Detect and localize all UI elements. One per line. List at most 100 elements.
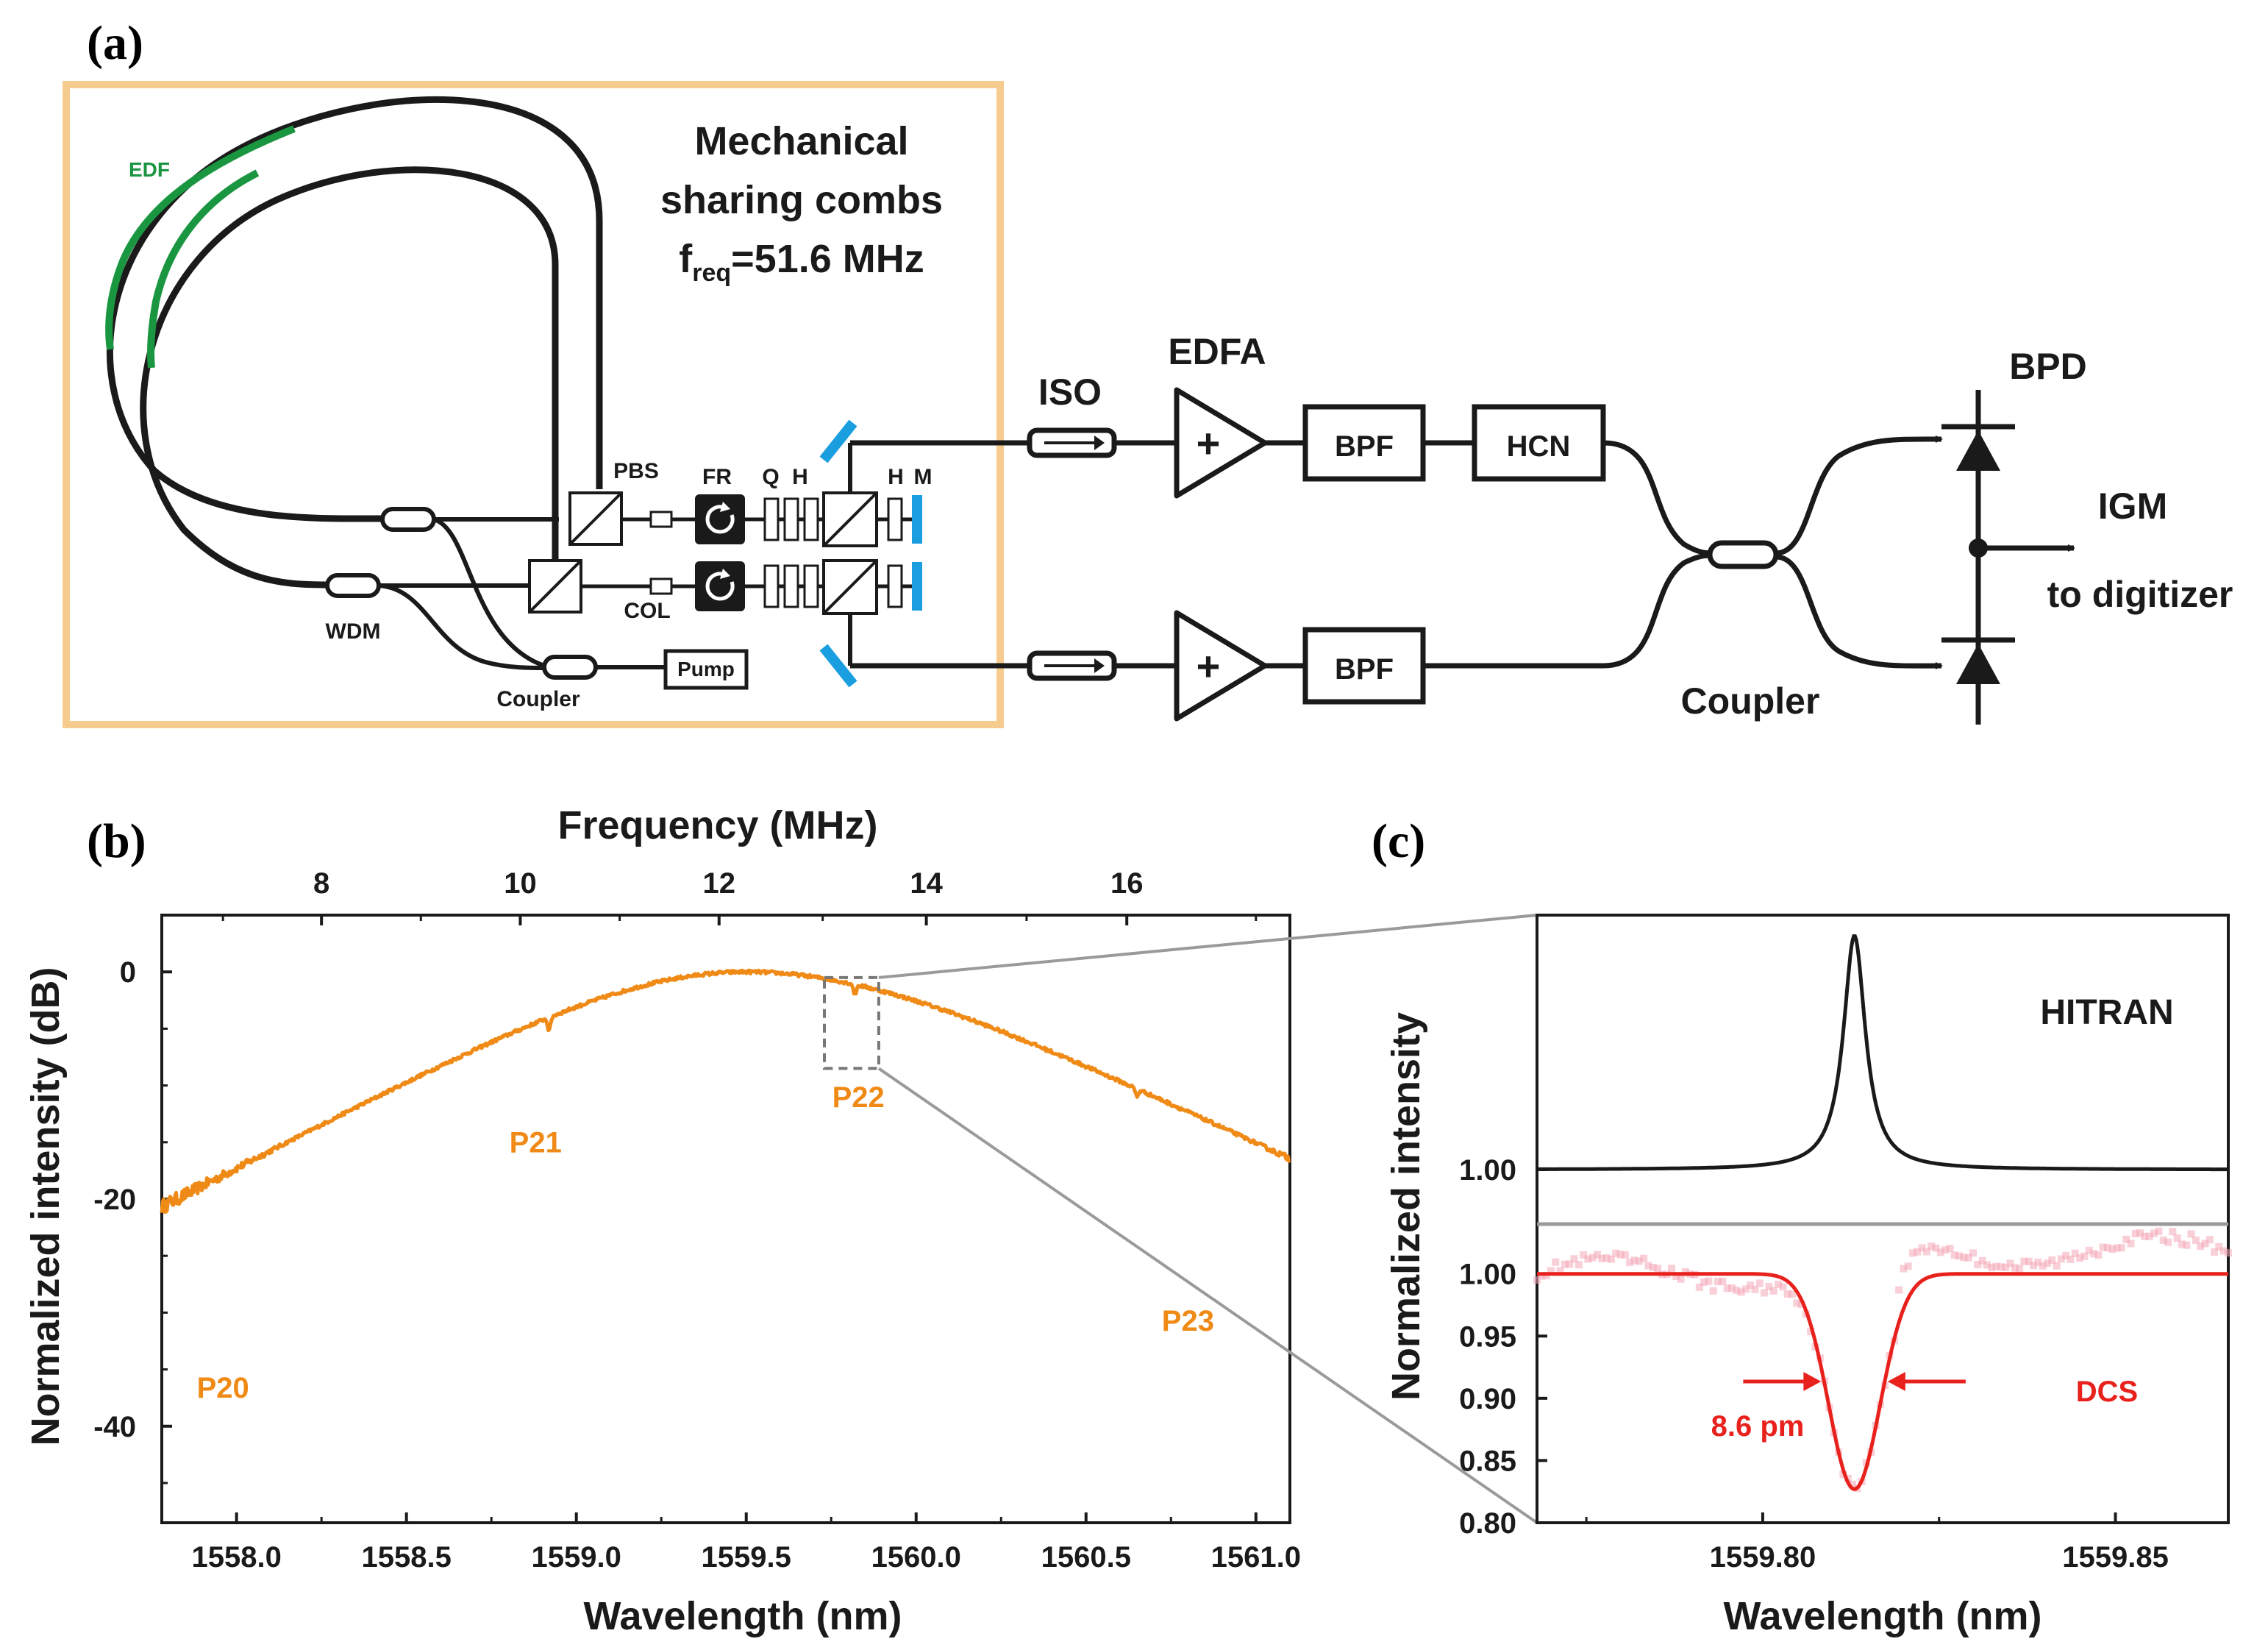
coupler-laser-label: Coupler (496, 687, 580, 711)
dcs-data-point (1727, 1284, 1736, 1292)
dcs-data-point (1649, 1264, 1657, 1272)
dcs-data-point (1635, 1257, 1643, 1265)
isolator-lower[interactable] (1027, 650, 1117, 681)
chart-b-top-tick-label: 10 (504, 867, 537, 900)
dcs-data-point (1552, 1258, 1560, 1266)
h-label-2: H (888, 465, 904, 489)
chart-b-x-tick-label: 1559.0 (532, 1541, 621, 1573)
steering-mirror-upper (819, 419, 857, 463)
chart-c-y-axis-label: Normalized intensity (1384, 1012, 1428, 1401)
fiber-hcn-coupler (1602, 440, 1714, 556)
hitran-label: HITRAN (2040, 993, 2173, 1032)
wdm-upper[interactable] (380, 507, 436, 532)
dcs-data-point (2094, 1251, 2103, 1259)
pump-box[interactable] (663, 649, 749, 690)
dcs-data-point (2136, 1229, 2144, 1237)
dcs-data-point (2085, 1246, 2093, 1254)
zoom-connector-top (878, 914, 1538, 979)
fwhm-arrow-right-head (1887, 1371, 1905, 1391)
dcs-data-point (1848, 1480, 1856, 1488)
dcs-data-point (2034, 1258, 2042, 1266)
edfa-upper[interactable]: + (1174, 387, 1268, 499)
edfa-lower[interactable]: + (1174, 610, 1268, 722)
pump-label: Pump (677, 658, 735, 680)
fwhm-arrow-left-head (1803, 1371, 1822, 1391)
dcs-data-point (1978, 1256, 1986, 1265)
dcs-data-point (1783, 1290, 1791, 1298)
laser-enclosure (63, 81, 1004, 728)
bpf-upper[interactable]: BPF (1302, 404, 1426, 482)
dcs-data-point (2016, 1265, 2024, 1273)
dcs-data-point (2039, 1262, 2047, 1270)
dcs-data-point (1974, 1260, 1982, 1268)
chart-b-x-tick-label: 1558.5 (362, 1541, 452, 1573)
wdm-lower[interactable] (325, 573, 381, 598)
dcs-data-point (1654, 1265, 1662, 1273)
dcs-data-point (2080, 1252, 2089, 1260)
dcs-data-point (2169, 1228, 2177, 1236)
dcs-data-point (2103, 1244, 2111, 1252)
bpf-lower[interactable]: BPF (1302, 627, 1426, 705)
dcs-data-point (1556, 1267, 1564, 1275)
fiber-coupler-bpd-upper (1775, 435, 1943, 556)
isolator-upper[interactable] (1027, 427, 1117, 458)
fiber-wdm-to-coupler-1 (432, 517, 545, 668)
dcs-data-point (2062, 1251, 2070, 1259)
dcs-data-point (2025, 1257, 2033, 1265)
laser-title-line2: sharing combs (660, 178, 943, 222)
output-pbs-upper (822, 491, 878, 547)
dcs-data-point (2053, 1262, 2061, 1270)
panel-label-a: (a) (87, 16, 143, 70)
dcs-data-point (2159, 1236, 2167, 1244)
dcs-data-point (2030, 1262, 2038, 1270)
dcs-data-point (1765, 1283, 1773, 1291)
chart-c-x-tick-label: 1559.85 (2062, 1541, 2169, 1573)
dcs-data-point (1755, 1279, 1764, 1287)
igm-label: IGM (2098, 486, 2167, 527)
dcs-data-point (1941, 1246, 1950, 1254)
dcs-data-point (2090, 1250, 2098, 1258)
dcs-data-point (1644, 1262, 1652, 1270)
hitran-line (1537, 934, 2228, 1172)
faraday-rotator-upper (695, 494, 745, 544)
dcs-data-point (1900, 1265, 1908, 1273)
dcs-data-point (1616, 1251, 1625, 1259)
dcs-data-point (1779, 1283, 1787, 1291)
edf-label: EDF (129, 158, 170, 181)
dcs-data-point (1983, 1261, 1991, 1269)
dcs-data-point (2066, 1255, 2075, 1263)
combining-coupler[interactable] (1707, 540, 1779, 569)
laser-title-line1: Mechanical (694, 119, 908, 163)
dcs-data-point (1700, 1278, 1708, 1286)
pbs-lower (528, 559, 582, 614)
balanced-photodetector[interactable] (1941, 390, 2015, 725)
dcs-data-point (1575, 1261, 1583, 1269)
dcs-data-point (2211, 1248, 2219, 1256)
dcs-data-point (1612, 1249, 1620, 1257)
peak-label-p23: P23 (1162, 1305, 1214, 1337)
coupler-laser[interactable] (542, 655, 598, 680)
dcs-data-point (1741, 1285, 1750, 1293)
dcs-data-point (2011, 1264, 2019, 1272)
chart-b-y-tick-label: -40 (93, 1411, 136, 1443)
dcs-data-point (1909, 1249, 1917, 1257)
peak-label-p22: P22 (832, 1081, 885, 1114)
hcn-cell[interactable]: HCN (1472, 404, 1606, 482)
dcs-data-point (1547, 1267, 1555, 1275)
dcs-data-point (2099, 1243, 2107, 1251)
dcs-data-point (1922, 1248, 1930, 1256)
laser-freq: freq=51.6 MHz (679, 237, 924, 287)
freq-sub: req (692, 259, 731, 287)
chart-b-y-axis-label: Normalized intensity (dB) (24, 967, 68, 1445)
collimator-lower (649, 577, 673, 595)
chart-b-top-tick-label: 12 (703, 867, 736, 900)
chart-b-x-tick-label: 1560.0 (871, 1541, 961, 1573)
digitizer-label: to digitizer (2047, 574, 2233, 615)
dcs-data-point (1793, 1299, 1801, 1307)
chart-b-x-axis-label: Wavelength (nm) (583, 1594, 902, 1638)
m-label: M (914, 465, 932, 489)
dcs-data-point (1751, 1285, 1759, 1293)
chart-b-frame (160, 914, 1291, 1524)
dcs-data-point (1895, 1286, 1903, 1294)
chart-c-lower-y-tick-label: 0.95 (1459, 1320, 1516, 1353)
